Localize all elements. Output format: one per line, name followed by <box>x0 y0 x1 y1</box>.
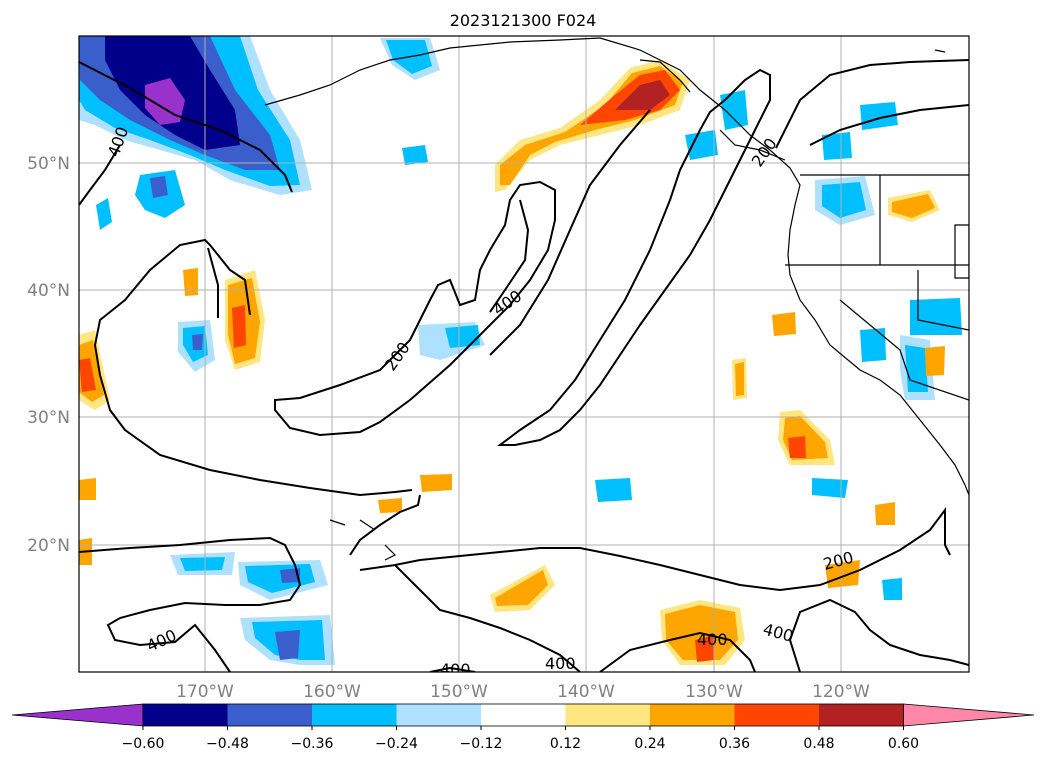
colorbar-segment <box>227 704 313 726</box>
colorbar-frame <box>142 703 904 727</box>
colorbar-segment <box>312 704 397 726</box>
colorbar-tick-label: −0.48 <box>206 736 249 752</box>
colorbar-segment <box>565 704 651 726</box>
contour-label: 400 <box>697 630 728 649</box>
colorbar-segment <box>650 704 735 726</box>
coastlines <box>264 37 969 561</box>
contour-label: 400 <box>545 654 576 673</box>
colorbar-tick-label: 0.36 <box>719 736 750 752</box>
latitude-labels: 50°N 40°N 30°N 20°N <box>27 154 70 556</box>
chart-title: 2023121300 F024 <box>450 11 597 30</box>
lon-label-160w: 160°W <box>303 682 361 702</box>
contour-label: 400 <box>440 660 471 679</box>
lon-label-130w: 130°W <box>685 682 743 702</box>
lon-label-140w: 140°W <box>557 682 615 702</box>
lon-label-120w: 120°W <box>812 682 870 702</box>
graticule <box>79 36 969 672</box>
colorbar-extend-high <box>903 703 1035 727</box>
map-content: 400 200 400 200 400 400 400 200 400 400 <box>79 36 969 679</box>
colorbar-segment <box>143 704 228 726</box>
longitude-labels: 170°W 160°W 150°W 140°W 130°W 120°W <box>176 682 870 702</box>
colorbar-tick-label: −0.36 <box>291 736 334 752</box>
lon-label-150w: 150°W <box>430 682 488 702</box>
colorbar: −0.60 −0.48 −0.36 −0.24 −0.12 0.12 0.24 0.36 0.4… <box>11 703 1035 752</box>
colorbar-segment <box>396 704 482 726</box>
colorbar-tick-label: 0.48 <box>803 736 834 752</box>
lat-label-20n: 20°N <box>27 536 70 556</box>
map-frame <box>78 35 970 673</box>
colorbar-segment <box>481 704 566 726</box>
colorbar-tick-label: 0.12 <box>550 736 581 752</box>
lat-label-40n: 40°N <box>27 281 70 301</box>
colorbar-tick-label: −0.12 <box>460 736 503 752</box>
colorbar-tick-label: 0.24 <box>634 736 665 752</box>
contour-lines <box>79 59 969 672</box>
shaded-field <box>79 36 962 665</box>
colorbar-segment <box>734 704 820 726</box>
lat-label-50n: 50°N <box>27 154 70 174</box>
colorbar-extend-low <box>11 703 144 727</box>
colorbar-tick-label: 0.60 <box>888 736 919 752</box>
colorbar-tick-label: −0.24 <box>375 736 418 752</box>
lat-label-30n: 30°N <box>27 408 70 428</box>
colorbar-tick-label: −0.60 <box>122 736 165 752</box>
lon-label-170w: 170°W <box>176 682 234 702</box>
colorbar-segment <box>819 704 904 726</box>
